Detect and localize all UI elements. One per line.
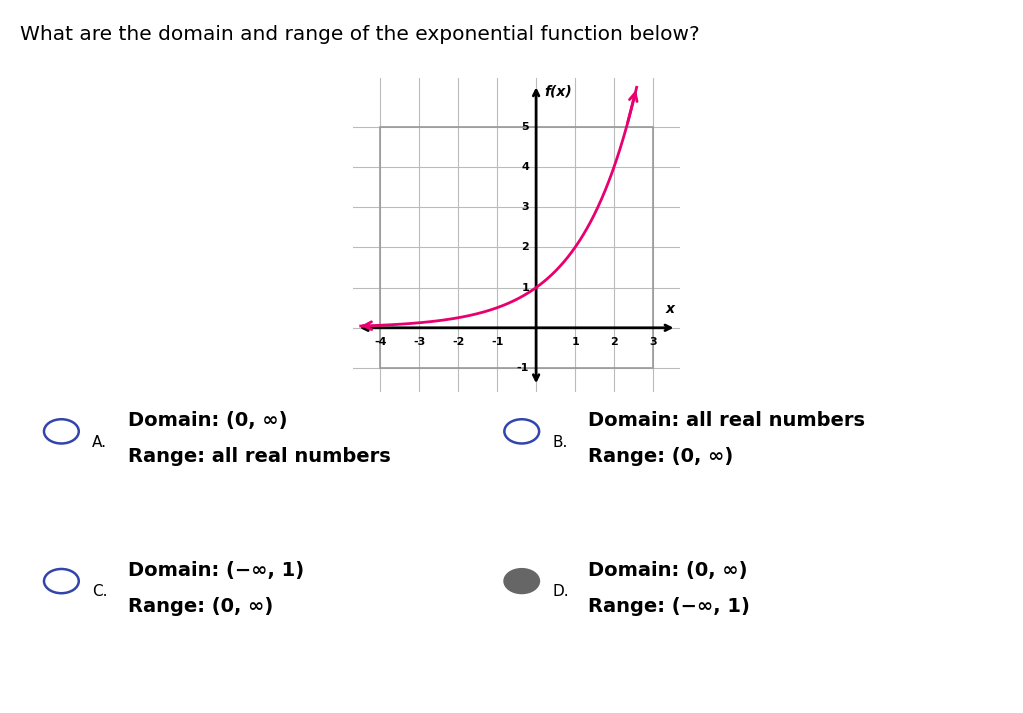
Text: x: x bbox=[665, 302, 674, 316]
Text: Range: (−∞, 1): Range: (−∞, 1) bbox=[588, 597, 750, 615]
Text: Range: (0, ∞): Range: (0, ∞) bbox=[128, 597, 273, 615]
Text: Range: (0, ∞): Range: (0, ∞) bbox=[588, 447, 733, 466]
Text: -1: -1 bbox=[491, 337, 503, 347]
Text: Domain: (−∞, 1): Domain: (−∞, 1) bbox=[128, 561, 304, 580]
Text: Domain: all real numbers: Domain: all real numbers bbox=[588, 411, 865, 430]
Text: Domain: (0, ∞): Domain: (0, ∞) bbox=[128, 411, 287, 430]
Text: Domain: (0, ∞): Domain: (0, ∞) bbox=[588, 561, 748, 580]
Text: D.: D. bbox=[552, 584, 569, 600]
Text: 3: 3 bbox=[522, 202, 529, 212]
Text: 5: 5 bbox=[522, 122, 529, 132]
Text: B.: B. bbox=[552, 434, 568, 450]
Text: A.: A. bbox=[92, 434, 107, 450]
Text: 3: 3 bbox=[650, 337, 657, 347]
Text: Range: all real numbers: Range: all real numbers bbox=[128, 447, 391, 466]
Text: -2: -2 bbox=[452, 337, 464, 347]
Text: 1: 1 bbox=[522, 282, 529, 292]
Text: 2: 2 bbox=[610, 337, 618, 347]
Text: -3: -3 bbox=[413, 337, 426, 347]
Text: What are the domain and range of the exponential function below?: What are the domain and range of the exp… bbox=[20, 25, 700, 44]
Text: 2: 2 bbox=[522, 242, 529, 252]
Text: C.: C. bbox=[92, 584, 107, 600]
Text: f(x): f(x) bbox=[544, 84, 572, 98]
Text: -4: -4 bbox=[374, 337, 387, 347]
Text: -1: -1 bbox=[517, 363, 529, 373]
Bar bbox=[381, 127, 653, 368]
Text: 4: 4 bbox=[521, 162, 529, 172]
Text: 1: 1 bbox=[571, 337, 579, 347]
